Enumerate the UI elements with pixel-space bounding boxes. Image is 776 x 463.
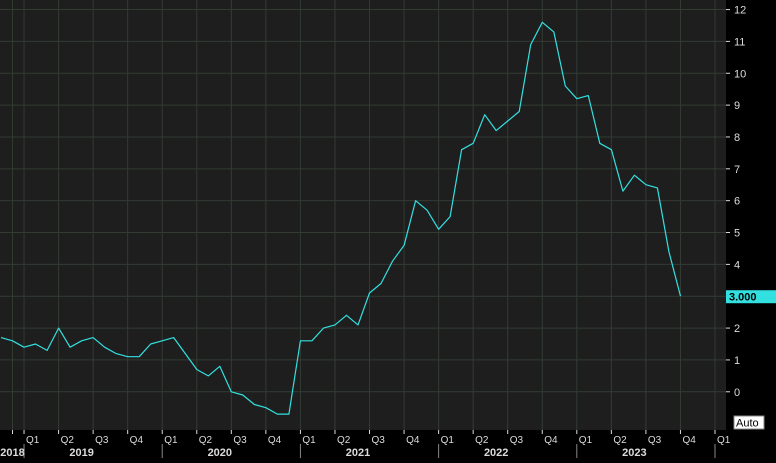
x-year-label: 2021 — [346, 447, 370, 458]
x-quarter-label: Q3 — [233, 435, 247, 446]
y-tick-label: 0 — [734, 387, 740, 399]
plot-background — [0, 0, 726, 430]
x-quarter-label: Q3 — [648, 435, 662, 446]
grid-lines — [0, 0, 726, 430]
x-year-label: 2019 — [69, 447, 93, 458]
y-tick-label: 11 — [734, 36, 745, 48]
y-tick-label: 1 — [734, 355, 740, 367]
last-value-text: 3.000 — [729, 292, 757, 304]
x-year-label: 2020 — [208, 447, 232, 458]
x-quarter-label: Q1 — [717, 435, 731, 446]
y-tick-label: 7 — [734, 164, 740, 176]
series-layer — [0, 21, 682, 415]
x-quarter-label: Q1 — [164, 435, 178, 446]
x-quarter-label: Q2 — [61, 435, 75, 446]
auto-scale-button[interactable]: Auto — [733, 415, 765, 430]
y-tick-label: 2 — [734, 323, 740, 335]
x-quarter-label: Q3 — [95, 435, 109, 446]
series-line — [0, 21, 682, 415]
x-year-label: 2018 — [0, 447, 24, 458]
x-quarter-label: Q4 — [544, 435, 558, 446]
y-tick-label: 6 — [734, 196, 740, 208]
x-quarter-label: Q2 — [613, 435, 627, 446]
auto-button-label[interactable]: Auto — [736, 418, 759, 430]
last-value-label: 3.000 — [726, 290, 776, 304]
x-quarter-label: Q1 — [441, 435, 455, 446]
y-axis-panel — [726, 0, 776, 430]
x-quarter-label: Q1 — [26, 435, 40, 446]
x-quarter-label: Q2 — [337, 435, 351, 446]
x-quarter-label: Q1 — [579, 435, 593, 446]
x-quarter-label: Q4 — [682, 435, 696, 446]
x-quarter-label: Q3 — [372, 435, 386, 446]
x-year-label: 2022 — [484, 447, 508, 458]
y-tick-label: 12 — [734, 5, 746, 17]
x-year-label: 2023 — [622, 447, 646, 458]
x-quarter-label: Q1 — [302, 435, 316, 446]
y-tick-label: 4 — [734, 259, 740, 271]
y-tick-label: 8 — [734, 132, 740, 144]
auto-button-box[interactable] — [733, 415, 765, 430]
y-axis-ticks: 0123456789101112 — [726, 5, 746, 399]
x-axis-ticks: Q1 Q2 Q3 Q4 Q1 Q2 Q3 Q4 Q1 Q2 Q3 Q4 Q1 Q2 Q3 Q4 Q1 Q2 Q3 Q4… — [0, 430, 731, 459]
x-quarter-label: Q4 — [130, 435, 144, 446]
last-value-badge — [726, 290, 776, 304]
x-quarter-label: Q2 — [199, 435, 213, 446]
x-quarter-label: Q4 — [268, 435, 282, 446]
x-quarter-label: Q2 — [475, 435, 489, 446]
x-quarter-label: Q4 — [406, 435, 420, 446]
x-axis-panel — [0, 430, 776, 458]
y-tick-label: 5 — [734, 228, 740, 240]
y-tick-label: 10 — [734, 68, 746, 80]
y-tick-label: 9 — [734, 100, 740, 112]
x-quarter-label: Q3 — [510, 435, 524, 446]
